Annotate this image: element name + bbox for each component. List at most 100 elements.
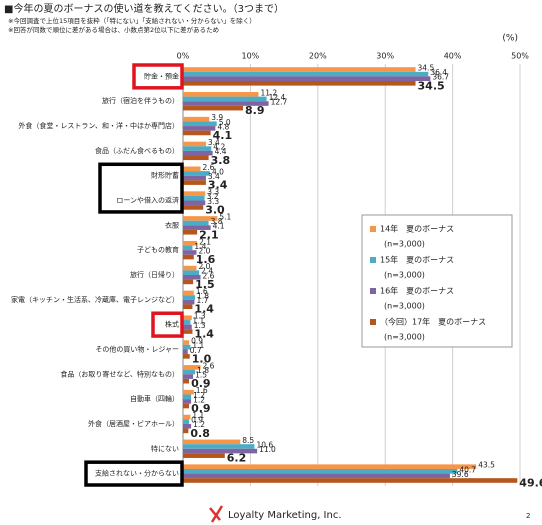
value-label: 2.6 (203, 271, 215, 280)
bar (183, 473, 450, 479)
bar (183, 414, 191, 420)
legend-n: (n=3,000) (384, 240, 425, 249)
value-label: 4.0 (212, 167, 224, 176)
value-label: 2.1 (199, 237, 211, 246)
bar (183, 444, 255, 449)
bar (183, 275, 201, 280)
value-label: 34.5 (418, 64, 435, 73)
value-label: 8.5 (242, 436, 254, 445)
value-label: 36.7 (432, 73, 449, 82)
footer-company: Loyalty Marketing, Inc. (228, 510, 342, 521)
bar (183, 67, 416, 72)
bar (183, 116, 210, 122)
bar (183, 354, 190, 359)
bar (183, 126, 216, 131)
value-label: 4.2 (213, 143, 225, 152)
legend-swatch (370, 288, 376, 294)
category-label: 特にない (151, 444, 179, 453)
bar (183, 295, 196, 300)
bar (183, 349, 188, 355)
x-tick-label: 20% (309, 52, 327, 61)
legend-swatch (370, 319, 376, 325)
bar (183, 320, 191, 325)
category-label: 衣服 (165, 220, 179, 229)
legend-n: (n=3,000) (384, 333, 425, 342)
bar (183, 329, 193, 334)
bar (183, 141, 206, 147)
category-label: 支給されない・分からない (95, 469, 179, 478)
bar (183, 365, 201, 370)
value-label: 0.7 (190, 346, 202, 355)
value-label: 2.0 (198, 246, 210, 255)
bar (183, 150, 213, 156)
legend-swatch (370, 257, 376, 263)
legend-n: (n=3,000) (384, 302, 425, 311)
bar (183, 96, 267, 102)
x-tick-label: 10% (242, 52, 260, 61)
bar (183, 76, 431, 82)
bar (183, 195, 205, 201)
highlight-box (151, 311, 184, 338)
value-label: 12.4 (269, 93, 286, 102)
bar (183, 399, 192, 404)
bar (183, 191, 206, 196)
value-label: 0.9 (191, 402, 211, 415)
bar (183, 171, 210, 176)
value-label: 0.9 (191, 337, 203, 346)
category-label: 財形貯蓄 (151, 171, 179, 180)
bar (183, 403, 190, 409)
bar (183, 468, 458, 474)
value-label: 2.0 (198, 262, 210, 271)
bar (183, 428, 189, 434)
category-label: 子どもの教育 (137, 245, 179, 254)
value-label: 0.9 (191, 377, 211, 390)
value-label: 1.2 (193, 420, 205, 429)
value-label: 0.9 (191, 416, 203, 425)
bar (183, 344, 191, 350)
value-label: 6.2 (227, 452, 247, 465)
bar (183, 394, 192, 400)
value-label: 1.8 (197, 292, 209, 301)
value-label: 1.6 (196, 287, 208, 296)
highlight-box (84, 460, 184, 487)
value-label: 4.4 (215, 147, 227, 156)
category-label: その他の買い物・レジャー (95, 344, 179, 353)
value-label: 3.2 (207, 192, 219, 201)
value-label: 3.9 (211, 113, 223, 122)
value-label: 3.0 (205, 203, 225, 216)
bar (183, 71, 429, 77)
value-label: 12.7 (271, 98, 288, 107)
category-label: 食品（お取り寄せなど、特別なもの） (60, 369, 179, 378)
bar (183, 254, 194, 260)
value-label: 11.0 (259, 445, 276, 454)
bar (183, 270, 200, 275)
bar (183, 166, 201, 172)
bar (183, 220, 209, 226)
value-label: 3.8 (211, 217, 223, 226)
bar (183, 245, 193, 251)
category-label: 食品（ふだん食べるもの） (95, 146, 179, 155)
category-label: 旅行（日帰り） (130, 270, 179, 279)
value-label: 1.6 (196, 386, 208, 395)
value-label: 4.8 (217, 122, 229, 131)
bar (183, 155, 209, 161)
legend-label: 14年 夏のボーナス (380, 224, 454, 234)
value-label: 1.1 (192, 316, 204, 325)
legend-swatch (370, 226, 376, 232)
value-label: 1.5 (195, 371, 207, 380)
value-label: 3.4 (208, 172, 220, 181)
legend-box (361, 214, 513, 348)
bar (183, 121, 217, 127)
note: ※今回調査で上位15項目を抜粋（「特にない」「支給されない・分からない」を除く） (8, 16, 256, 25)
value-label: 4.1 (213, 222, 225, 231)
value-label: 43.5 (478, 461, 495, 470)
bar (183, 374, 194, 379)
value-label: 36.4 (430, 68, 447, 77)
value-label: 1.3 (194, 321, 206, 330)
bar (183, 389, 194, 395)
value-label: 1.0 (192, 352, 212, 365)
x-tick-label: 30% (376, 52, 394, 61)
value-label: 2.6 (203, 163, 215, 172)
value-label: 1.8 (197, 366, 209, 375)
